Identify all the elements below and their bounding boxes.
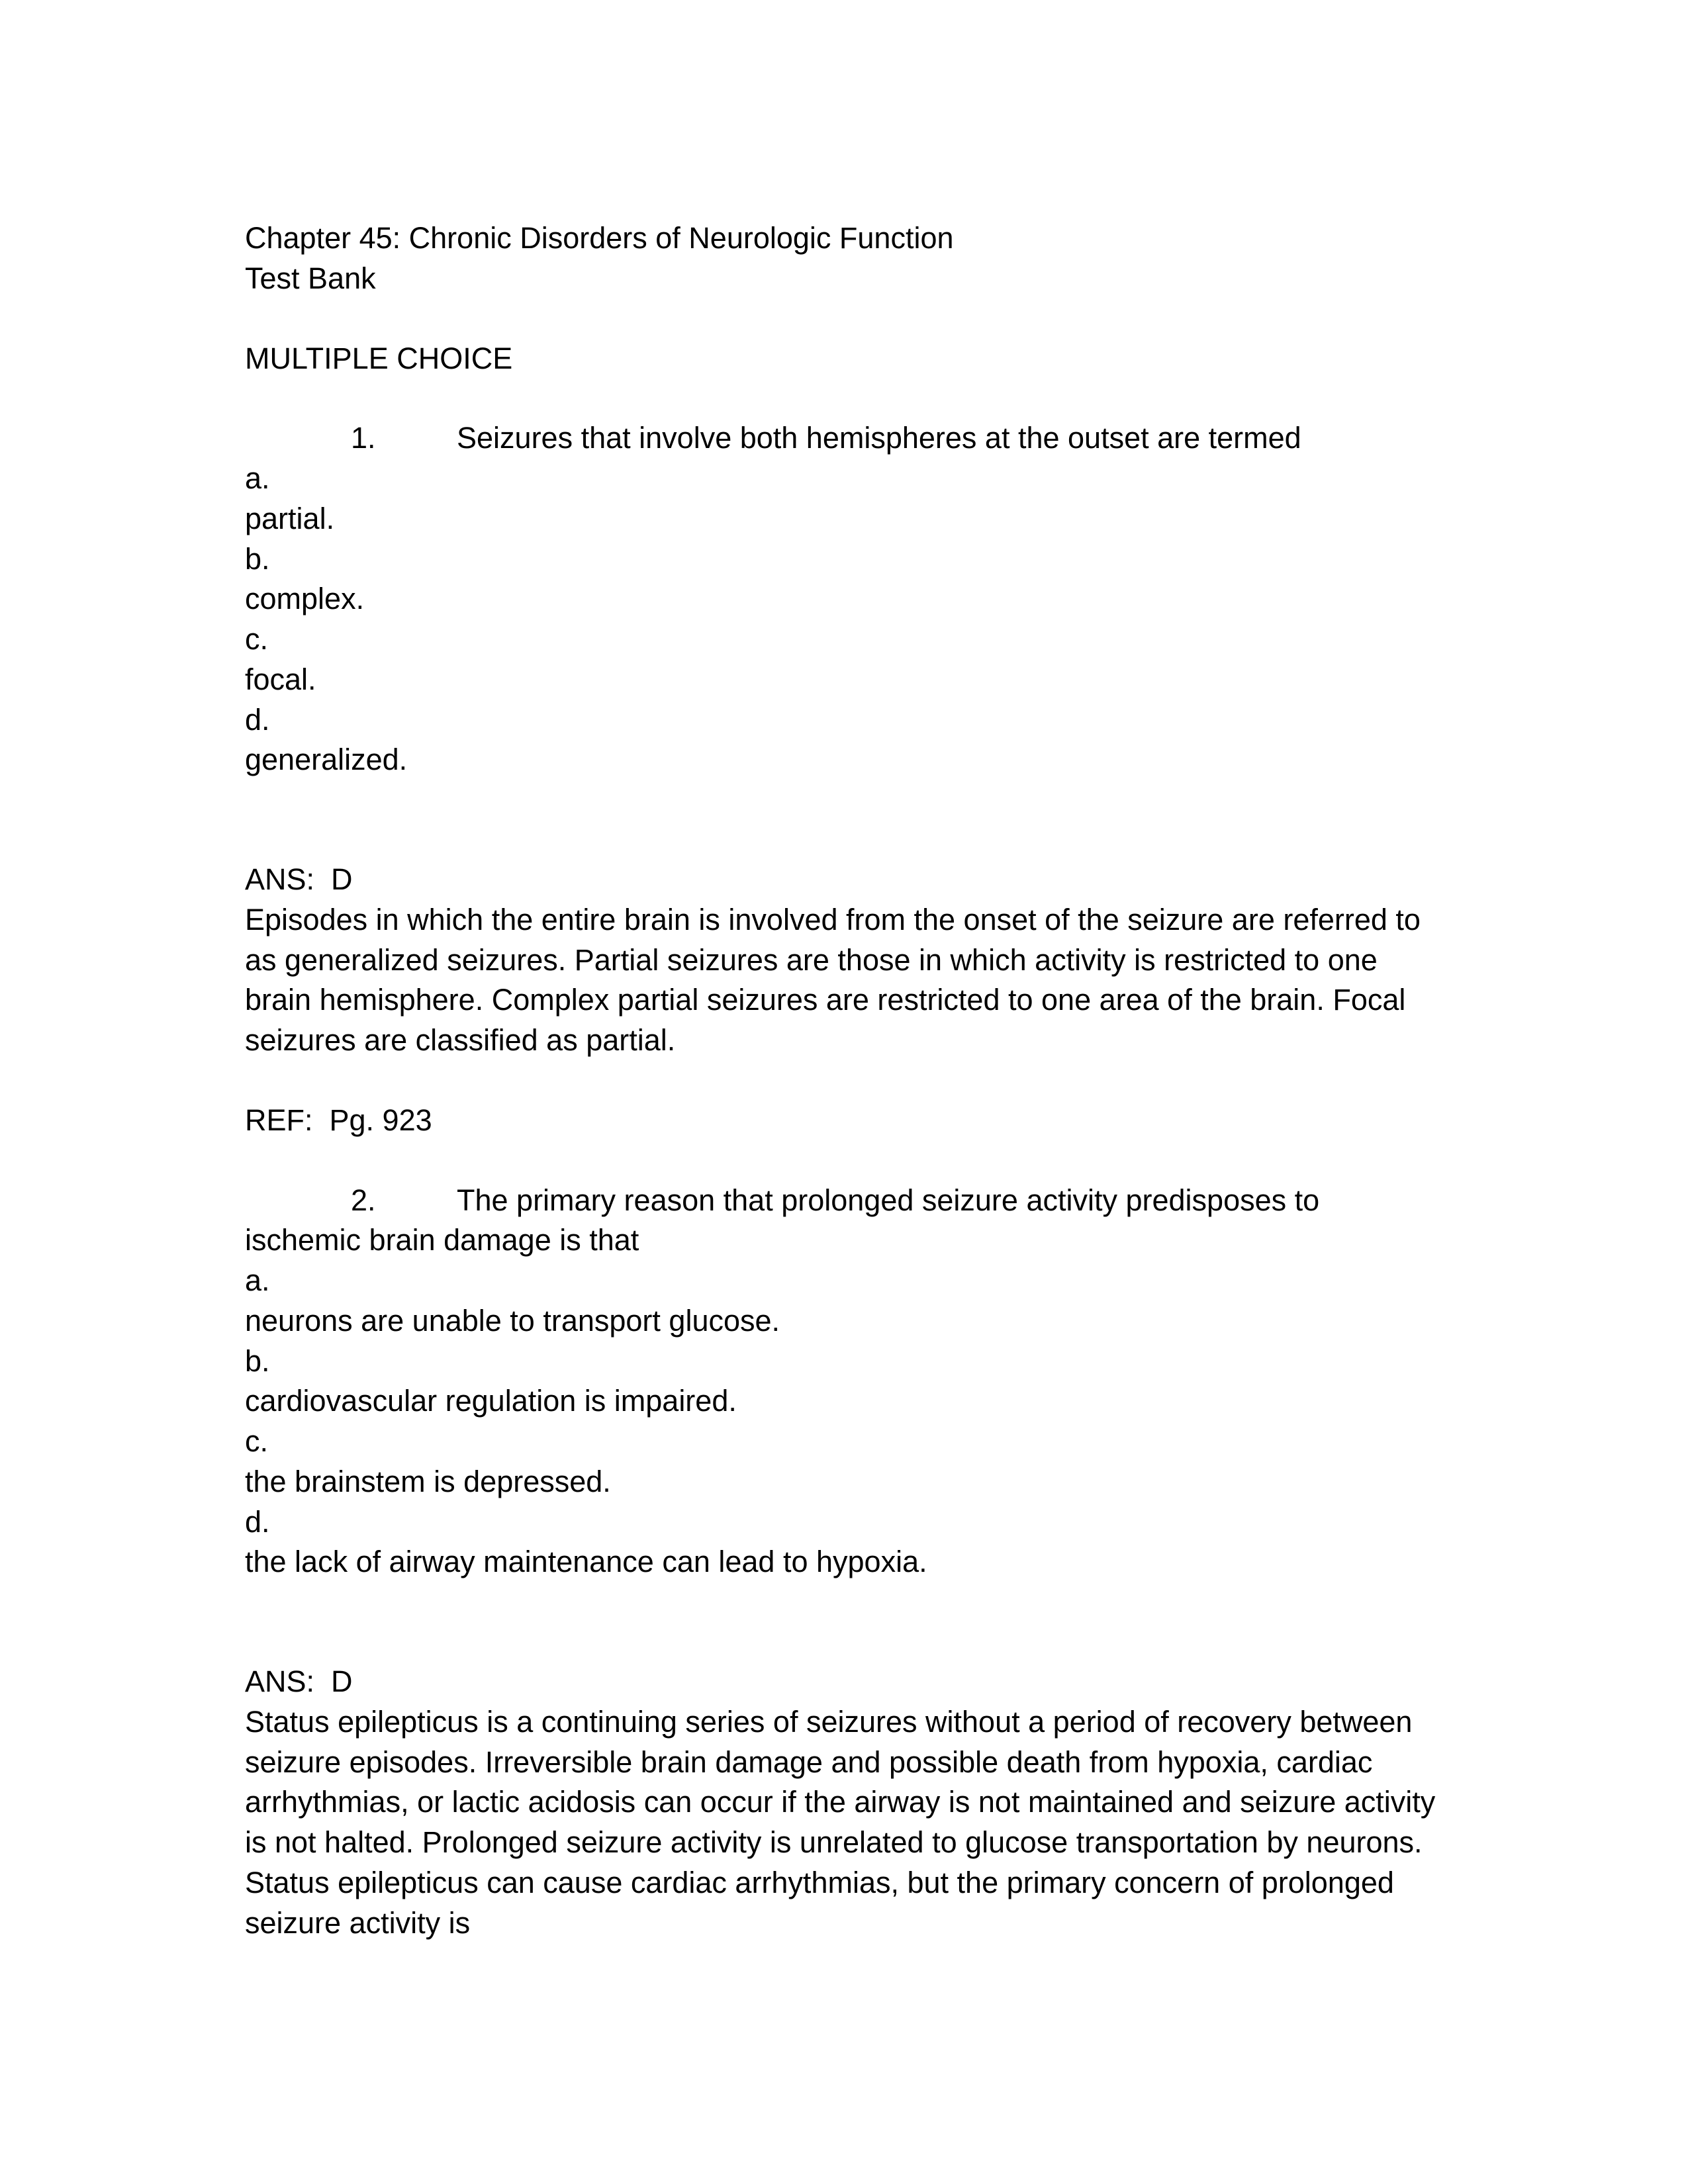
option-text: the lack of airway maintenance can lead … [245, 1542, 1443, 1582]
option-text: neurons are unable to transport glucose. [245, 1301, 1443, 1342]
option-letter: d. [245, 1502, 1443, 1543]
chapter-title: Chapter 45: Chronic Disorders of Neurolo… [245, 218, 1443, 259]
option-text: the brainstem is depressed. [245, 1462, 1443, 1502]
question-stem-text: Seizures that involve both hemispheres a… [457, 418, 1443, 459]
subtitle: Test Bank [245, 259, 1443, 299]
question-block: 2. The primary reason that prolonged sei… [245, 1181, 1443, 1583]
question-stem-row: 2. The primary reason that prolonged sei… [245, 1181, 1443, 1221]
answer-explanation: Status epilepticus is a continuing serie… [245, 1702, 1443, 1944]
question-stem-row: 1. Seizures that involve both hemisphere… [245, 418, 1443, 459]
option-text: complex. [245, 579, 1443, 619]
option-text: generalized. [245, 740, 1443, 780]
question-stem-text: The primary reason that prolonged seizur… [457, 1181, 1443, 1221]
option-letter: c. [245, 1422, 1443, 1462]
answer-block: ANS: D Status epilepticus is a continuin… [245, 1662, 1443, 1943]
option-text: cardiovascular regulation is impaired. [245, 1381, 1443, 1422]
question-number: 1. [351, 418, 457, 459]
question-stem-continuation: ischemic brain damage is that [245, 1220, 1443, 1261]
option-letter: a. [245, 459, 1443, 499]
document-header: Chapter 45: Chronic Disorders of Neurolo… [245, 218, 1443, 299]
question-indent [245, 418, 351, 459]
option-text: partial. [245, 499, 1443, 539]
question-indent [245, 1181, 351, 1221]
option-letter: a. [245, 1261, 1443, 1301]
reference-block: REF: Pg. 923 [245, 1101, 1443, 1141]
option-letter: b. [245, 1342, 1443, 1382]
answer-block: ANS: D Episodes in which the entire brai… [245, 860, 1443, 1061]
answer-label: ANS: D [245, 1662, 1443, 1702]
option-letter: b. [245, 539, 1443, 580]
question-number: 2. [351, 1181, 457, 1221]
option-letter: c. [245, 619, 1443, 660]
section-heading: MULTIPLE CHOICE [245, 339, 1443, 379]
question-block: 1. Seizures that involve both hemisphere… [245, 418, 1443, 780]
option-text: focal. [245, 660, 1443, 700]
answer-explanation: Episodes in which the entire brain is in… [245, 900, 1443, 1061]
option-letter: d. [245, 700, 1443, 741]
answer-label: ANS: D [245, 860, 1443, 900]
